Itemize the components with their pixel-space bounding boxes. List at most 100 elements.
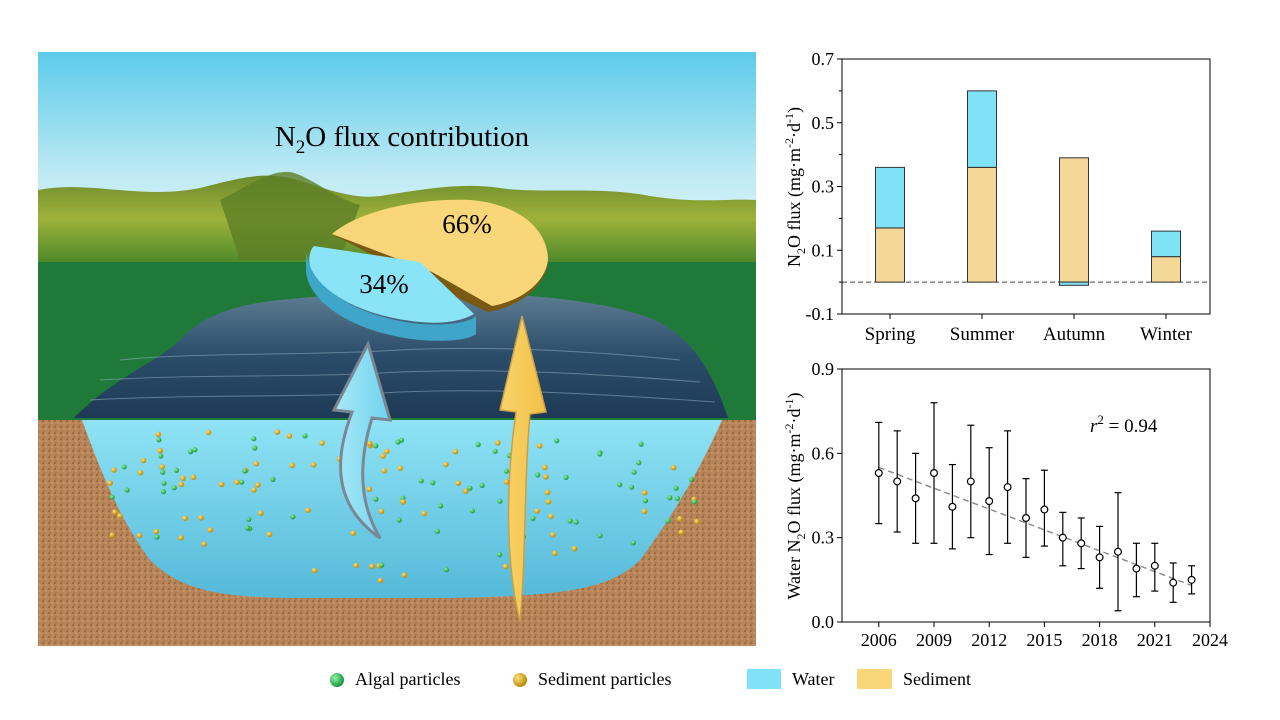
sediment-particle xyxy=(201,541,207,547)
sediment-particle xyxy=(400,499,407,505)
algal-particle xyxy=(395,439,401,445)
data-point xyxy=(1003,483,1012,492)
algal-particle xyxy=(161,480,167,486)
bar-xtick-label: Spring xyxy=(865,324,916,345)
data-point xyxy=(1187,575,1196,584)
bar-ylabel-post: ) xyxy=(784,107,805,113)
sediment-particle xyxy=(255,482,261,488)
sediment-particle xyxy=(109,532,115,538)
algal-particle xyxy=(492,448,498,454)
data-point xyxy=(1058,533,1067,542)
sediment-particle xyxy=(397,465,404,471)
algal-particle xyxy=(160,469,166,475)
bar-ylabel-mid2: ·d xyxy=(784,123,804,138)
scatter-xtick-label: 2021 xyxy=(1137,630,1173,650)
sediment-particle xyxy=(117,513,123,519)
bar-water-summer xyxy=(967,90,997,168)
legend-algal-label: Algal particles xyxy=(355,669,460,689)
sediment-particle xyxy=(155,431,162,438)
algal-particle xyxy=(192,447,198,453)
bar-ylabel-pre: N xyxy=(784,254,804,267)
algal-particle xyxy=(373,496,379,502)
scatter-ylabel-sub: 2 xyxy=(794,533,808,539)
sediment-particle xyxy=(112,509,118,515)
bar-ylabel-mid: O flux (mg·m xyxy=(784,148,805,248)
sediment-particle xyxy=(534,508,540,514)
algal-particle xyxy=(674,495,681,501)
algal-particle xyxy=(563,474,569,480)
sediment-particle xyxy=(350,530,357,536)
algal-particle xyxy=(443,567,449,573)
sediment-flux-arrow xyxy=(499,315,547,623)
algal-particle xyxy=(154,534,160,540)
scatter-ytick-label: 0.0 xyxy=(812,612,835,632)
data-point xyxy=(1077,539,1086,548)
sediment-particle xyxy=(670,464,677,471)
sediment-particle xyxy=(694,518,700,525)
sediment-particle xyxy=(257,510,264,516)
sediment-particle xyxy=(153,528,160,535)
algal-particle xyxy=(503,468,509,474)
sediment-particle xyxy=(377,577,384,584)
algal-particle xyxy=(573,519,579,525)
legend-algal-swatch xyxy=(330,673,344,687)
sediment-particle xyxy=(310,462,317,468)
algal-particle xyxy=(688,476,695,482)
bar-xtick-label: Winter xyxy=(1140,324,1193,345)
mountain-peak xyxy=(220,171,360,260)
sediment-particle xyxy=(353,562,359,569)
algal-particle xyxy=(597,533,603,539)
seasonal-bar-chart: -0.1 0.1 0.3 0.5 0.7 Spring Summer Autumn Winter… xyxy=(782,49,1211,345)
sediment-particle xyxy=(311,567,318,574)
data-point xyxy=(893,477,902,486)
water-surface-waves xyxy=(74,291,728,418)
r-squared-annotation: r2 = 0.94 xyxy=(1090,412,1158,437)
legend-water-label: Water xyxy=(792,669,835,689)
algal-particle xyxy=(467,485,473,491)
sediment-particle xyxy=(366,486,373,493)
lake-illustration: 34% 66% N2O flux contribution xyxy=(38,52,756,646)
algal-particle xyxy=(173,467,180,473)
data-point xyxy=(948,502,957,511)
sediment-particle xyxy=(678,529,685,536)
sediment-particle xyxy=(207,527,214,533)
sediment-particle xyxy=(190,474,197,481)
sediment-particle xyxy=(369,563,375,569)
algal-particle xyxy=(270,476,276,482)
algal-particle xyxy=(567,518,573,524)
sediment-particle xyxy=(136,532,143,539)
algal-particle xyxy=(673,485,679,491)
algal-particle xyxy=(631,469,637,475)
scatter-xtick-label: 2015 xyxy=(1026,630,1062,650)
data-point xyxy=(1021,513,1030,522)
sediment-particle xyxy=(443,461,449,468)
bar-ytick-label: -0.1 xyxy=(806,304,835,324)
sediment-particle xyxy=(367,440,373,447)
sediment-particle xyxy=(253,460,260,467)
algal-particle xyxy=(290,514,296,520)
sediment-particle xyxy=(455,480,462,487)
bar-xtick-label: Summer xyxy=(950,324,1015,345)
sediment-particle xyxy=(542,464,548,471)
algal-particle xyxy=(497,552,503,558)
sediment-particle xyxy=(552,550,558,556)
legend-sediment-particle-swatch xyxy=(513,673,527,687)
legend-sediment-particle-label: Sediment particles xyxy=(538,669,671,689)
sediment-particle xyxy=(289,462,296,469)
sediment-particle xyxy=(452,448,459,455)
algal-particle xyxy=(418,478,424,484)
algal-particle xyxy=(475,441,481,448)
title-rest: O flux contribution xyxy=(305,121,529,153)
sediment-particle xyxy=(205,429,212,436)
scatter-xtick-label: 2012 xyxy=(971,630,1007,650)
scatter-ylabel-pre: Water N xyxy=(784,539,804,599)
algal-particle xyxy=(629,484,635,490)
bar-sediment-spring xyxy=(875,227,905,283)
algal-particle xyxy=(691,499,698,505)
sediment-particle xyxy=(543,474,549,480)
water-flux-arrow xyxy=(331,339,393,540)
algal-particle xyxy=(497,498,503,504)
data-point xyxy=(1095,553,1104,562)
scatter-ytick-label: 0.9 xyxy=(812,359,835,379)
